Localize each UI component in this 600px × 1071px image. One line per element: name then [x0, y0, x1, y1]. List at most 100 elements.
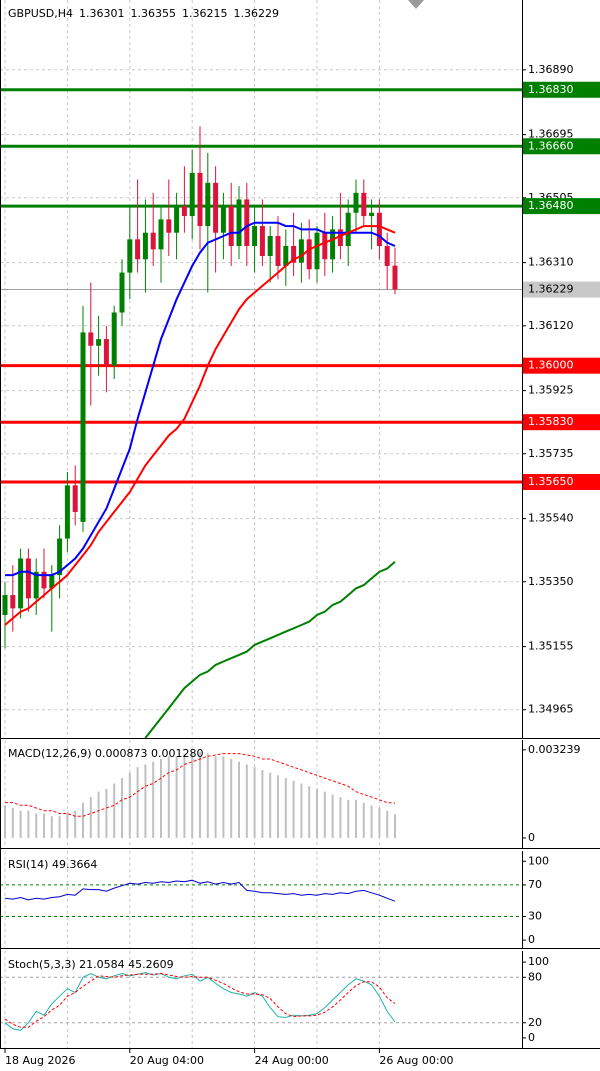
candle-body [96, 339, 102, 346]
candle-body [298, 239, 304, 263]
candle-body [291, 246, 297, 263]
level-label: 1.36480 [528, 199, 574, 212]
y-tick-label: 0 [528, 831, 535, 844]
candle-body [306, 239, 312, 270]
level-label-box [522, 357, 600, 374]
candle-body [158, 219, 164, 250]
candle-body [189, 172, 195, 217]
y-tick-label: 0 [528, 933, 535, 946]
macd-bar [199, 752, 201, 838]
indicator-line [4, 879, 396, 902]
macd-bar [11, 808, 14, 838]
macd-bar [362, 802, 365, 838]
y-tick-label: 1.35925 [528, 384, 574, 397]
indicator-line [5, 753, 396, 817]
macd-bar [113, 783, 116, 838]
macd-bar [394, 814, 396, 838]
candle-body [361, 192, 367, 217]
macd-bar [89, 797, 92, 838]
macd-bar [269, 772, 272, 838]
candle-body [322, 232, 328, 260]
candle-body [220, 206, 226, 233]
y-tick-label: 100 [528, 955, 549, 968]
y-tick-label: 20 [528, 1016, 542, 1029]
macd-bar [245, 764, 248, 838]
level-label-box [522, 474, 600, 491]
level-label-box [522, 198, 600, 215]
candle-body [314, 232, 320, 270]
candle-body [88, 332, 94, 346]
y-tick-label: 1.35540 [528, 512, 574, 525]
y-tick-label: 70 [528, 878, 542, 891]
pane [0, 879, 522, 917]
candle-body [64, 485, 70, 539]
y-tick-label: 1.36695 [528, 128, 574, 141]
candle-body [135, 239, 141, 260]
pane-title: MACD(12,26,9) 0.000873 0.001280 [8, 747, 204, 760]
macd-bar [323, 791, 326, 838]
candle-body [330, 229, 336, 260]
y-tick-label: 1.35735 [528, 447, 574, 460]
candle-body [80, 332, 86, 522]
macd-bar [136, 767, 139, 838]
x-tick-label: 20 Aug 04:00 [130, 1054, 204, 1067]
macd-bar [300, 783, 303, 838]
macd-bar [74, 810, 77, 838]
level-label-box [522, 414, 600, 431]
macd-bar [160, 759, 162, 838]
candle-body [384, 246, 390, 266]
candle-body [57, 538, 63, 576]
macd-bar [66, 813, 69, 838]
macd-bar [253, 767, 256, 838]
x-tick-label: 26 Aug 00:00 [379, 1054, 453, 1067]
y-tick-label: 1.35155 [528, 640, 574, 653]
candle-body [119, 272, 125, 313]
macd-bar [175, 756, 178, 838]
macd-bar [214, 756, 217, 838]
pane-title: RSI(14) 49.3664 [8, 858, 97, 871]
candle-body [72, 485, 78, 512]
macd-bar [316, 788, 318, 838]
macd-bar [292, 780, 295, 838]
symbol: GBPUSD,H4 [8, 7, 73, 20]
current-price-box [522, 281, 600, 298]
candle-body [166, 219, 172, 233]
level-label: 1.35830 [528, 415, 574, 428]
pane [0, 972, 522, 1031]
level-label: 1.36660 [528, 139, 574, 152]
macd-bar [105, 788, 108, 838]
candle-body [259, 226, 265, 256]
macd-bar [183, 753, 186, 838]
candle-body [33, 571, 39, 599]
pane-title: Stoch(5,3,3) 21.0584 45.2609 [8, 958, 174, 971]
macd-bar [43, 813, 45, 838]
indicator-line [5, 221, 396, 577]
macd-bar [284, 778, 287, 838]
candle-body [236, 199, 242, 246]
macd-bar [121, 778, 123, 838]
candle-body [244, 199, 250, 246]
candle-body [142, 232, 148, 260]
candle-body [103, 339, 109, 366]
candle-body [252, 226, 258, 246]
level-label-box [522, 81, 600, 98]
y-tick-label: 1.34965 [528, 703, 574, 716]
price-axis: 100 80 20 0 [522, 955, 549, 1044]
indicator-line [4, 972, 396, 1031]
candle-body [49, 575, 55, 589]
y-tick-label: 0.003239 [528, 743, 581, 756]
header-value: 1.36301 [79, 7, 125, 20]
macd-bar [191, 753, 194, 838]
header-value: 1.36229 [233, 7, 279, 20]
macd-bar [152, 761, 155, 838]
pane [4, 752, 396, 838]
candle-body [283, 246, 289, 266]
candle-body [369, 212, 375, 217]
macd-bar [19, 810, 22, 838]
macd-bar [331, 794, 334, 838]
macd-bar [222, 756, 225, 838]
candle-body [111, 312, 117, 366]
macd-bar [97, 791, 100, 838]
macd-bar [230, 759, 233, 838]
pane [0, 69, 522, 738]
